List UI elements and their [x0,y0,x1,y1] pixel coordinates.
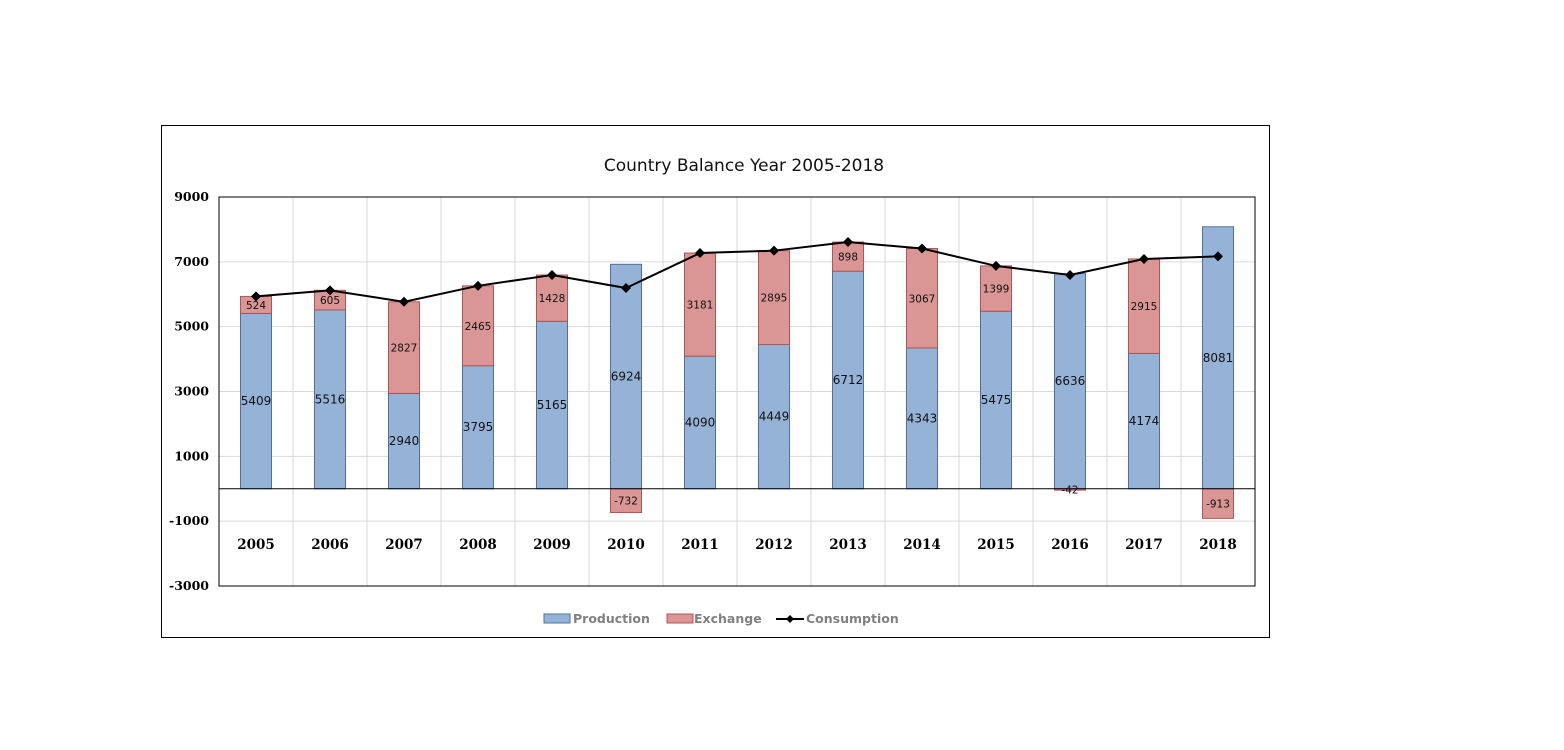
x-tick-label: 2006 [311,537,349,553]
marker-consumption [251,291,261,302]
chart-frame: Country Balance Year 2005-2018 5409 524 55… [161,125,1270,638]
bar-production [684,355,716,490]
bar-exchange [1128,258,1160,354]
bar-exchange [1202,488,1234,519]
data-label-exchange: 2465 [465,321,492,333]
marker-consumption [473,280,483,291]
legend-swatch-exchange [666,613,694,624]
data-label-exchange: 898 [838,252,858,264]
x-tick-label: 2012 [755,537,793,553]
y-tick-label: 1000 [174,448,209,463]
axis-layer: -3000 -1000 1000 3000 5000 7000 9000 2005 2006 20… [169,189,1256,593]
x-tick-label: 2010 [607,537,645,553]
data-label-production: 5475 [981,393,1012,407]
marker-consumption [695,248,705,259]
x-tick-label: 2017 [1125,537,1163,553]
bar-exchange [462,285,494,367]
bar-exchange [388,301,420,394]
legend-marker-consumption [786,615,794,623]
data-label-production: 6924 [611,370,642,384]
data-label-exchange: -913 [1206,499,1230,511]
x-tick-label: 2005 [237,537,275,553]
line-layer [251,237,1223,307]
bar-production [832,270,864,490]
data-label-exchange: -732 [614,496,638,508]
bar-production [758,344,790,490]
x-tick-label: 2018 [1199,537,1237,553]
data-label-production: 4343 [907,411,938,425]
data-label-exchange: 2895 [761,293,788,305]
marker-consumption [621,283,631,294]
marker-consumption [1065,269,1075,280]
y-tick-label: 9000 [174,189,209,204]
y-tick-label: -1000 [169,513,209,528]
bar-production [240,312,272,490]
marker-consumption [1213,251,1223,262]
marker-consumption [1139,253,1149,264]
x-tick-label: 2007 [385,537,423,553]
bar-production [1054,273,1086,490]
chart-title: Country Balance Year 2005-2018 [604,156,884,176]
y-tick-label: 5000 [174,319,209,334]
legend-label-consumption: Consumption [806,611,899,626]
marker-consumption [769,245,779,256]
data-label-exchange: 3067 [909,293,936,305]
bar-production [1202,226,1234,490]
data-label-production: 8081 [1203,351,1234,365]
x-tick-label: 2011 [681,537,719,553]
marker-consumption [399,296,409,307]
line-consumption [255,241,1219,303]
bar-production [980,310,1012,490]
data-label-production: 5165 [537,398,568,412]
data-label-exchange: 3181 [687,300,714,312]
x-tick-label: 2009 [533,537,571,553]
data-label-production: 3795 [463,420,494,434]
data-label-exchange: 1399 [983,284,1010,296]
x-tick-label: 2013 [829,537,867,553]
data-label-exchange: 605 [320,295,340,307]
data-label-production: 5516 [315,392,346,406]
data-label-production: 4174 [1129,414,1160,428]
data-label-production: 6712 [833,373,864,387]
grid-layer [219,196,1255,587]
bar-production [906,347,938,490]
data-label-exchange: -42 [1061,484,1078,496]
data-label-exchange: 1428 [539,293,566,305]
legend-label-production: Production [573,611,650,626]
bars-layer [240,226,1234,519]
bar-production [462,365,494,490]
bar-exchange [758,250,790,346]
plot-area-border [218,196,1256,587]
x-tick-label: 2014 [903,537,941,553]
labels-layer: 5409 524 5516 605 2940 2827 3795 2465 5165 1428 69… [241,252,1234,511]
chart-svg: Country Balance Year 2005-2018 5409 524 55… [169,156,1256,626]
marker-consumption [843,237,853,248]
data-label-production: 2940 [389,434,420,448]
x-tick-label: 2008 [459,537,497,553]
bar-production [314,309,346,490]
marker-consumption [547,270,557,281]
y-tick-label: 7000 [174,254,209,269]
marker-consumption [991,260,1001,271]
bar-exchange [684,252,716,357]
legend-swatch-production [543,613,571,624]
y-tick-label: -3000 [169,578,209,593]
legend: Production Exchange Consumption [543,611,899,626]
data-label-production: 5409 [241,394,272,408]
data-label-exchange: 2827 [391,343,418,355]
data-label-production: 6636 [1055,374,1086,388]
x-tick-label: 2016 [1051,537,1089,553]
data-label-production: 4090 [685,415,716,429]
data-label-production: 4449 [759,410,790,424]
data-label-exchange: 524 [246,300,266,312]
marker-consumption [325,285,335,296]
x-tick-label: 2015 [977,537,1015,553]
marker-consumption [917,243,927,254]
y-tick-label: 3000 [174,384,209,399]
data-label-exchange: 2915 [1131,301,1158,313]
legend-label-exchange: Exchange [694,611,762,626]
bar-production [1128,352,1160,490]
